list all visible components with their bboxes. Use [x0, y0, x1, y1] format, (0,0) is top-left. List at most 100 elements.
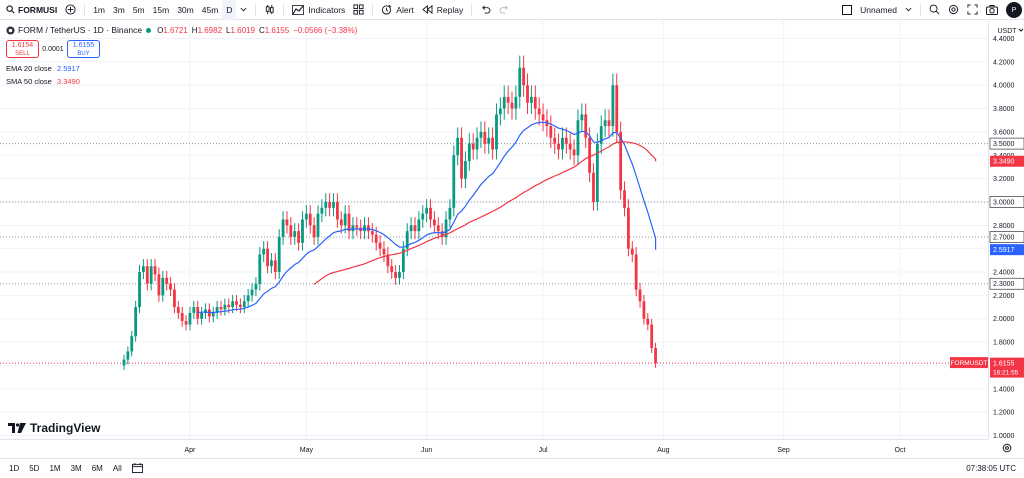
candle-body[interactable]: [510, 102, 514, 109]
candle-body[interactable]: [630, 248, 634, 255]
candle-body[interactable]: [223, 304, 227, 310]
sell-button[interactable]: 1.6154 SELL: [6, 40, 39, 58]
candle-body[interactable]: [301, 219, 304, 243]
candle-body[interactable]: [328, 201, 332, 208]
candle-body[interactable]: [611, 85, 615, 127]
candle-body[interactable]: [654, 347, 657, 364]
candle-body[interactable]: [467, 143, 471, 162]
candle-body[interactable]: [235, 301, 238, 305]
buy-button[interactable]: 1.6155 BUY: [67, 40, 100, 58]
candle-body[interactable]: [599, 126, 603, 144]
candle-body[interactable]: [638, 289, 642, 302]
redo-button[interactable]: [495, 0, 514, 20]
candle-body[interactable]: [142, 266, 145, 273]
candle-body[interactable]: [386, 254, 390, 267]
compare-button[interactable]: [61, 0, 80, 20]
undo-button[interactable]: [476, 0, 495, 20]
candle-body[interactable]: [405, 231, 409, 249]
date-range-button[interactable]: [127, 462, 148, 475]
interval-dropdown[interactable]: [236, 0, 251, 20]
candle-body[interactable]: [580, 114, 584, 121]
interval-5m[interactable]: 5m: [132, 4, 145, 15]
candle-body[interactable]: [425, 207, 429, 214]
fullscreen-button[interactable]: [963, 0, 982, 20]
candle-body[interactable]: [336, 201, 339, 220]
candle-body[interactable]: [607, 120, 611, 127]
candle-body[interactable]: [184, 321, 188, 325]
candle-body[interactable]: [456, 137, 460, 156]
symbol-search[interactable]: FORMUSI: [0, 0, 61, 20]
candle-body[interactable]: [483, 131, 487, 144]
interval-d[interactable]: D: [222, 0, 237, 20]
candle-body[interactable]: [464, 161, 467, 179]
settings-button[interactable]: [944, 0, 963, 20]
candle-body[interactable]: [378, 242, 382, 249]
candle-body[interactable]: [595, 143, 599, 202]
candle-body[interactable]: [138, 272, 141, 308]
candle-body[interactable]: [273, 260, 277, 273]
candle-body[interactable]: [526, 85, 529, 103]
candle-body[interactable]: [634, 254, 638, 290]
candle-body[interactable]: [479, 131, 483, 138]
candle-body[interactable]: [627, 207, 630, 249]
price-axis[interactable]: USDT1.00001.20001.40001.60001.80002.0000…: [988, 21, 1024, 439]
candle-body[interactable]: [498, 108, 502, 115]
candle-body[interactable]: [126, 351, 130, 360]
candle-body[interactable]: [522, 67, 526, 86]
ema-legend[interactable]: EMA 20 close 2.5917: [6, 64, 80, 73]
candle-body[interactable]: [122, 359, 126, 366]
candle-body[interactable]: [324, 201, 328, 208]
candle-body[interactable]: [530, 96, 533, 103]
candle-body[interactable]: [436, 225, 440, 232]
candle-body[interactable]: [444, 219, 448, 238]
chart-type-button[interactable]: [260, 0, 279, 20]
candle-body[interactable]: [576, 120, 580, 156]
candle-body[interactable]: [592, 172, 595, 202]
candle-body[interactable]: [304, 213, 308, 220]
range-1m[interactable]: 1M: [49, 464, 61, 473]
candle-body[interactable]: [374, 234, 378, 243]
candle-body[interactable]: [390, 266, 394, 273]
candle-body[interactable]: [398, 272, 401, 278]
candle-body[interactable]: [149, 266, 153, 284]
candle-body[interactable]: [262, 248, 266, 255]
candle-body[interactable]: [487, 137, 491, 144]
candle-body[interactable]: [204, 309, 207, 313]
alert-button[interactable]: Alert: [377, 0, 417, 20]
level-price-badge[interactable]: [989, 231, 1024, 243]
snapshot-button[interactable]: [982, 0, 1002, 20]
candle-body[interactable]: [297, 231, 300, 243]
candle-body[interactable]: [134, 307, 138, 337]
candle-body[interactable]: [448, 207, 452, 220]
layout-name-dropdown[interactable]: Unnamed: [838, 0, 916, 20]
candle-body[interactable]: [343, 213, 347, 226]
candle-body[interactable]: [320, 207, 324, 214]
candle-body[interactable]: [506, 96, 510, 103]
candle-body[interactable]: [316, 213, 320, 238]
candle-body[interactable]: [281, 219, 285, 238]
candle-body[interactable]: [339, 219, 343, 226]
candle-body[interactable]: [246, 295, 250, 302]
candle-body[interactable]: [514, 96, 518, 109]
candle-body[interactable]: [165, 277, 169, 284]
candle-body[interactable]: [153, 266, 157, 275]
candle-body[interactable]: [308, 213, 312, 226]
candle-body[interactable]: [231, 301, 235, 308]
candle-body[interactable]: [615, 85, 619, 132]
currency-label[interactable]: USDT: [997, 28, 1017, 35]
sma-line[interactable]: [313, 141, 657, 285]
candle-body[interactable]: [588, 137, 591, 173]
candle-body[interactable]: [130, 336, 134, 352]
candle-body[interactable]: [619, 131, 623, 191]
clock-time[interactable]: 07:38:05 UTC: [966, 464, 1016, 473]
candle-body[interactable]: [266, 248, 269, 267]
candle-body[interactable]: [215, 307, 219, 313]
candle-body[interactable]: [429, 207, 432, 220]
candle-body[interactable]: [401, 248, 405, 273]
avatar[interactable]: P: [1006, 2, 1022, 18]
candle-body[interactable]: [502, 96, 506, 109]
candle-body[interactable]: [219, 307, 223, 310]
range-all[interactable]: All: [112, 464, 122, 473]
candle-body[interactable]: [161, 277, 165, 296]
candle-body[interactable]: [475, 137, 479, 150]
